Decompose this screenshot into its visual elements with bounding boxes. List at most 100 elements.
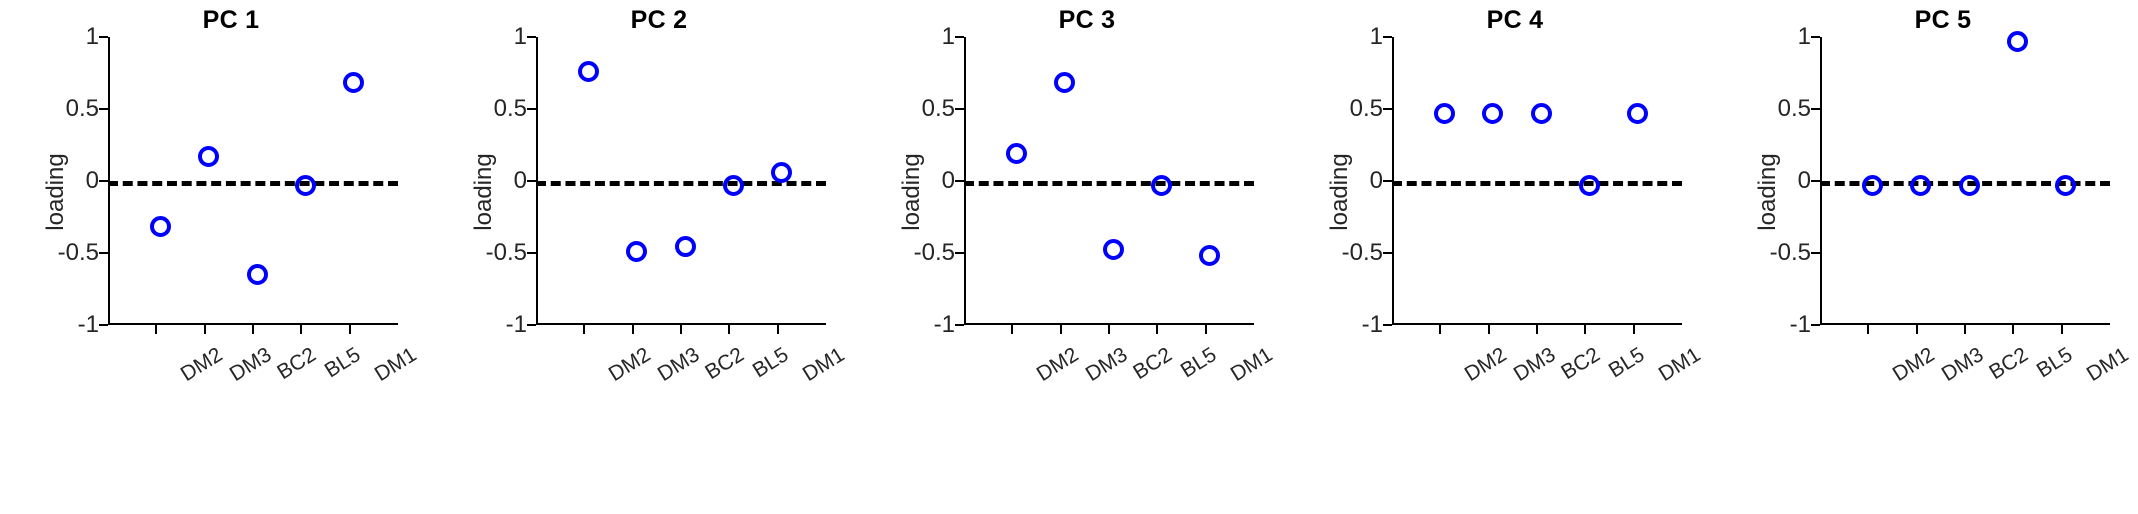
x-tick-label-dm2: DM2 bbox=[605, 343, 655, 387]
data-point-marker bbox=[1102, 239, 1124, 261]
x-tick-label-bc2: BC2 bbox=[701, 343, 749, 385]
y-tick-label: -1 bbox=[933, 311, 955, 338]
zero-reference-line bbox=[964, 181, 1254, 186]
y-tick-mark bbox=[1811, 108, 1820, 110]
x-tick-mark bbox=[1011, 325, 1014, 334]
data-point-marker bbox=[1910, 174, 1932, 196]
y-tick-label: 1 bbox=[1369, 23, 1383, 50]
x-tick-mark bbox=[1439, 325, 1442, 334]
data-point-marker bbox=[1150, 174, 1172, 196]
y-tick-mark bbox=[1811, 324, 1820, 326]
y-tick-mark bbox=[99, 36, 108, 38]
x-tick-label-bc2: BC2 bbox=[1557, 343, 1605, 385]
x-tick-mark bbox=[348, 325, 351, 334]
y-tick-mark bbox=[1383, 36, 1392, 38]
data-point-marker bbox=[1627, 102, 1649, 124]
y-tick-mark bbox=[1383, 324, 1392, 326]
plot-area: -1 -0.5 0 0.5 1 DM2 DM3 BC2 BL5 DM1 bbox=[1342, 25, 1705, 387]
x-axis-line bbox=[1820, 323, 2110, 325]
y-tick-label: 1 bbox=[85, 23, 99, 50]
data-point-marker bbox=[1433, 102, 1455, 124]
x-tick-label-dm2: DM2 bbox=[1461, 343, 1511, 387]
x-tick-label-dm1: DM1 bbox=[2082, 343, 2133, 387]
subplot-pc-4: PC 4 loading -1 -0.5 0 0.5 1 DM2 DM3 BC2 BL5 DM1 bbox=[1284, 0, 1712, 514]
x-tick-mark bbox=[1964, 325, 1966, 334]
x-tick-label-bl5: BL5 bbox=[1605, 343, 1649, 383]
y-tick-mark bbox=[1383, 108, 1392, 110]
x-tick-label-dm1: DM1 bbox=[1654, 343, 1705, 387]
data-point-marker bbox=[198, 145, 220, 167]
x-tick-mark bbox=[300, 325, 303, 334]
y-tick-label: 0 bbox=[941, 167, 955, 194]
data-point-marker bbox=[343, 72, 365, 94]
data-point-marker bbox=[1861, 174, 1883, 196]
x-tick-mark bbox=[680, 325, 682, 334]
x-tick-label-dm2: DM2 bbox=[1033, 343, 1083, 387]
data-point-marker bbox=[1199, 245, 1221, 267]
subplot-pc-5: PC 5 loading -1 -0.5 0 0.5 1 DM2 DM3 BC2 BL5 DM1 bbox=[1712, 0, 2138, 514]
zero-reference-line bbox=[1392, 181, 1682, 186]
zero-reference-line bbox=[108, 181, 398, 186]
x-tick-label-dm2: DM2 bbox=[1889, 343, 1939, 387]
plot-area: -1 -0.5 0 0.5 1 DM2 DM3 BC2 BL5 DM1 bbox=[914, 25, 1277, 387]
x-tick-mark bbox=[728, 325, 731, 334]
y-tick-mark bbox=[955, 324, 964, 326]
data-point-marker bbox=[674, 236, 696, 258]
x-tick-label-dm2: DM2 bbox=[177, 343, 227, 387]
x-tick-mark bbox=[1915, 325, 1918, 334]
subplot-pc-2: PC 2 loading -1 -0.5 0 0.5 1 DM2 DM3 BC2 BL5 DM1 bbox=[428, 0, 856, 514]
y-tick-mark bbox=[955, 252, 964, 254]
data-point-marker bbox=[1958, 174, 1980, 196]
x-tick-label-dm3: DM3 bbox=[225, 343, 276, 387]
y-tick-label: 1 bbox=[513, 23, 527, 50]
x-tick-mark bbox=[1632, 325, 1635, 334]
data-point-marker bbox=[1578, 174, 1600, 196]
y-tick-label: 0 bbox=[513, 167, 527, 194]
x-tick-mark bbox=[1059, 325, 1062, 334]
x-tick-mark bbox=[1108, 325, 1110, 334]
x-tick-label-bl5: BL5 bbox=[2033, 343, 2077, 383]
x-tick-mark bbox=[1487, 325, 1490, 334]
x-tick-label-bc2: BC2 bbox=[273, 343, 321, 385]
y-tick-label: -1 bbox=[505, 311, 527, 338]
y-tick-mark bbox=[1383, 180, 1392, 182]
y-tick-label: -0.5 bbox=[913, 239, 955, 266]
x-tick-mark bbox=[1156, 325, 1159, 334]
y-tick-label: -0.5 bbox=[57, 239, 99, 266]
data-point-marker bbox=[722, 174, 744, 196]
x-tick-mark bbox=[631, 325, 634, 334]
data-point-marker bbox=[771, 161, 793, 183]
data-point-marker bbox=[294, 174, 316, 196]
data-point-marker bbox=[2006, 30, 2028, 52]
y-tick-label: -0.5 bbox=[1769, 239, 1811, 266]
data-point-marker bbox=[1005, 142, 1027, 164]
subplot-title: PC 1 bbox=[202, 6, 260, 34]
y-tick-mark bbox=[1811, 180, 1820, 182]
y-tick-label: 0 bbox=[1369, 167, 1383, 194]
y-tick-label: -1 bbox=[1361, 311, 1383, 338]
y-tick-mark bbox=[1811, 252, 1820, 254]
x-axis-line bbox=[108, 323, 398, 325]
x-tick-mark bbox=[1584, 325, 1587, 334]
y-tick-mark bbox=[99, 180, 108, 182]
x-axis-line bbox=[1392, 323, 1682, 325]
y-tick-mark bbox=[527, 36, 536, 38]
plot-area: -1 -0.5 0 0.5 1 DM2 DM3 BC2 BL5 DM1 bbox=[58, 25, 421, 387]
y-tick-label: 0 bbox=[85, 167, 99, 194]
data-point-marker bbox=[149, 216, 171, 238]
y-tick-mark bbox=[527, 180, 536, 182]
x-tick-label-dm1: DM1 bbox=[798, 343, 849, 387]
y-tick-mark bbox=[99, 252, 108, 254]
y-tick-label: 0.5 bbox=[1777, 95, 1811, 122]
zero-reference-line bbox=[536, 181, 826, 186]
x-tick-label-dm1: DM1 bbox=[1226, 343, 1277, 387]
x-tick-mark bbox=[1204, 325, 1207, 334]
y-tick-label: 0.5 bbox=[493, 95, 527, 122]
y-tick-mark bbox=[527, 324, 536, 326]
x-tick-label-dm3: DM3 bbox=[1081, 343, 1132, 387]
y-tick-label: 0.5 bbox=[65, 95, 99, 122]
x-tick-mark bbox=[2060, 325, 2063, 334]
x-tick-mark bbox=[203, 325, 206, 334]
y-tick-mark bbox=[955, 108, 964, 110]
data-point-marker bbox=[2055, 174, 2077, 196]
